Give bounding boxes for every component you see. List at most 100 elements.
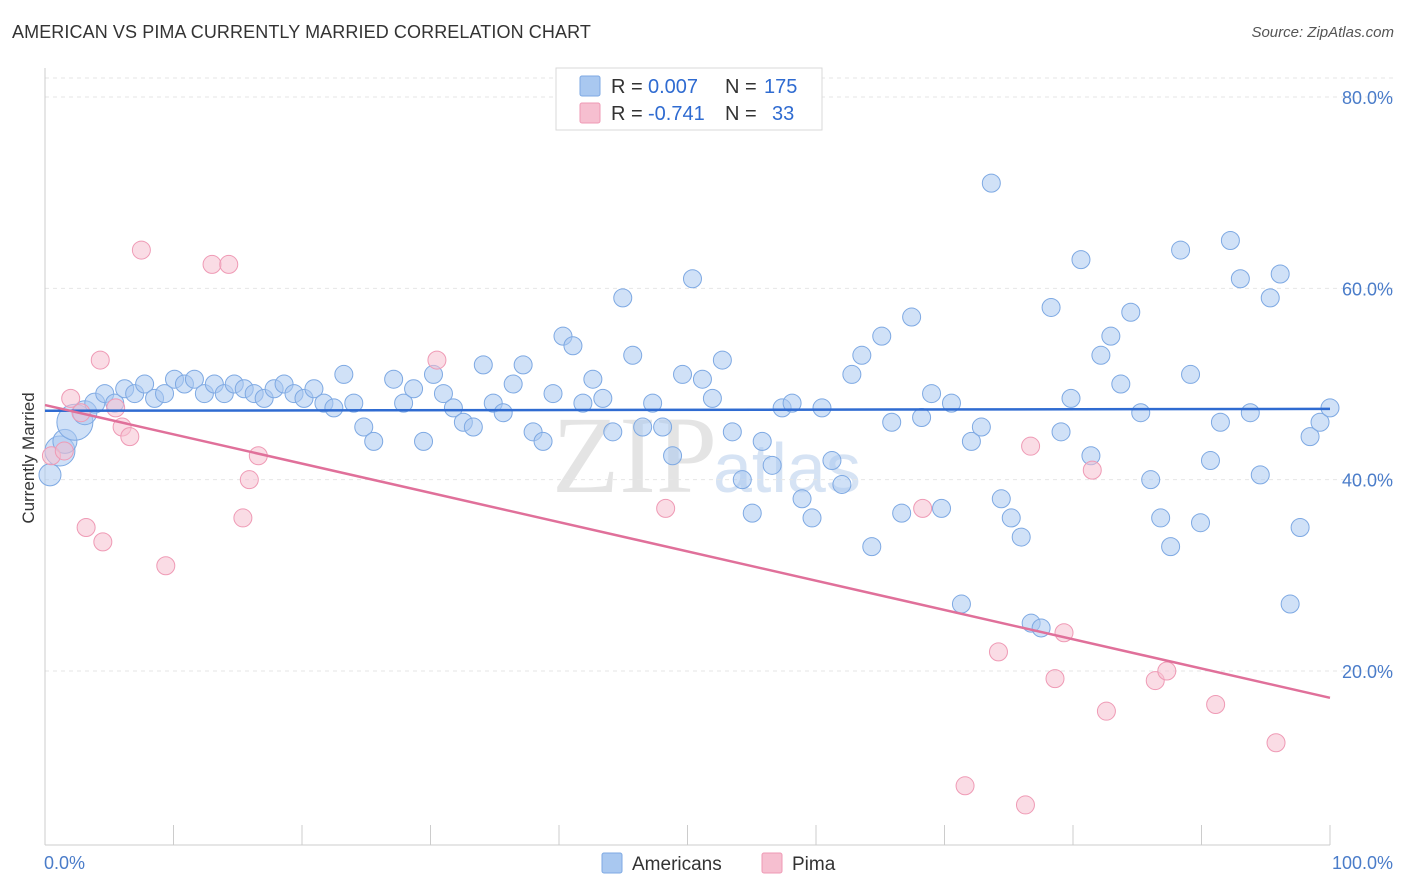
pima-point [93,532,113,552]
bottom-legend-swatch-pima [761,852,783,874]
americans-point [951,594,971,614]
americans-point [902,307,922,327]
pima-point [202,254,222,274]
americans-point [1001,508,1021,528]
americans-point [493,403,513,423]
trend-lines [44,403,1331,700]
americans-point [384,369,404,389]
americans-point [991,489,1011,509]
americans-point [364,431,384,451]
americans-point [1220,231,1240,250]
americans-point [1210,412,1230,432]
americans-trend-line [44,407,1331,413]
legend-n-label-2: N = [725,103,757,125]
y-axis-label: Currently Married [19,392,38,523]
americans-point [473,355,493,375]
americans-point [433,384,453,404]
americans-point [692,369,712,389]
americans-point [971,417,991,437]
americans-point [513,355,533,375]
pima-point [61,388,81,408]
americans-point [653,417,673,437]
americans-point [1111,374,1131,394]
americans-point [981,173,1001,193]
americans-point [722,422,742,442]
americans-point [822,451,842,471]
pima-point [90,350,110,370]
americans-point [752,431,772,451]
pima-point [656,498,676,518]
americans-point [872,326,892,346]
pima-point [1015,795,1035,815]
americans-point [573,393,593,413]
legend-swatch-pima [579,102,601,124]
americans-point [912,407,932,427]
bottom-legend-americans: Americans [632,854,722,875]
legend-r-label-2: R = [611,103,643,125]
americans-point [832,474,852,494]
americans-point [463,417,483,437]
x-tick-label-max: 100.0% [1332,853,1393,873]
americans-point [404,379,424,399]
pima-trend-line [44,403,1331,700]
americans-point [1181,364,1201,384]
legend-n-value-1: 175 [764,76,797,98]
x-tick-label-min: 0.0% [44,853,85,873]
americans-point [414,431,434,451]
americans-point [543,384,563,404]
americans-point [802,508,822,528]
americans-point [324,398,344,418]
watermark-zip: ZIP [552,394,717,516]
americans-point [882,412,902,432]
bottom-legend-swatch-americans [601,852,623,874]
pima-point [76,518,96,537]
y-tick-label-80: 80.0% [1342,88,1393,108]
y-tick-label-20: 20.0% [1342,662,1393,682]
americans-points [38,173,1340,638]
americans-point [563,336,583,356]
americans-point [1290,518,1310,537]
americans-point [682,269,702,289]
pima-point [427,350,447,370]
americans-point [1091,345,1111,365]
americans-point [643,393,663,413]
chart-title: AMERICAN VS PIMA CURRENTLY MARRIED CORRE… [12,22,591,42]
pima-point [1206,694,1226,714]
pima-point [120,427,140,447]
americans-point [334,364,354,384]
americans-point [842,364,862,384]
legend-box: R = 0.007 N = 175 R = -0.741 N = 33 [555,67,823,131]
americans-point [1171,240,1191,260]
americans-point [613,288,633,308]
legend-r-label-1: R = [611,76,643,98]
americans-point [922,384,942,404]
y-tick-label-40: 40.0% [1342,471,1393,491]
americans-point [344,393,364,413]
legend-r-value-2: -0.741 [648,103,705,125]
americans-point [663,446,683,466]
americans-point [762,455,782,475]
americans-point [792,489,812,509]
americans-point [1230,269,1250,289]
americans-point [135,374,155,394]
pima-point [1045,669,1065,689]
americans-point [961,431,981,451]
americans-point [603,422,623,442]
americans-point [1260,288,1280,308]
pima-point [913,498,933,518]
americans-point [1151,508,1171,528]
americans-point [1250,465,1270,485]
pima-point [233,508,253,528]
americans-point [862,537,882,557]
pima-point [1266,733,1286,753]
americans-point [354,417,374,437]
americans-point [1270,264,1290,284]
americans-point [1051,422,1071,442]
americans-point [702,388,722,408]
americans-point [623,345,643,365]
americans-point [1011,527,1031,547]
americans-point [583,369,603,389]
legend-n-value-2: 33 [772,103,794,125]
americans-point [394,393,414,413]
